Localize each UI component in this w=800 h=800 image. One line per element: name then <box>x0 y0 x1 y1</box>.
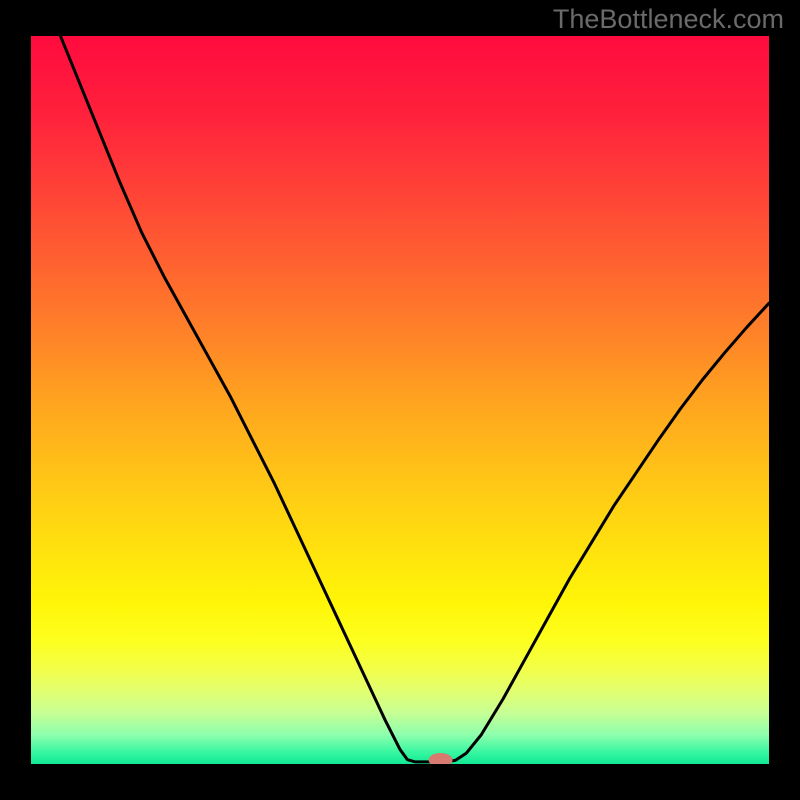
plot-area <box>31 36 769 764</box>
plot-svg <box>31 36 769 764</box>
gradient-background <box>31 36 769 764</box>
chart-frame: TheBottleneck.com <box>0 0 800 800</box>
watermark-text: TheBottleneck.com <box>553 4 784 35</box>
